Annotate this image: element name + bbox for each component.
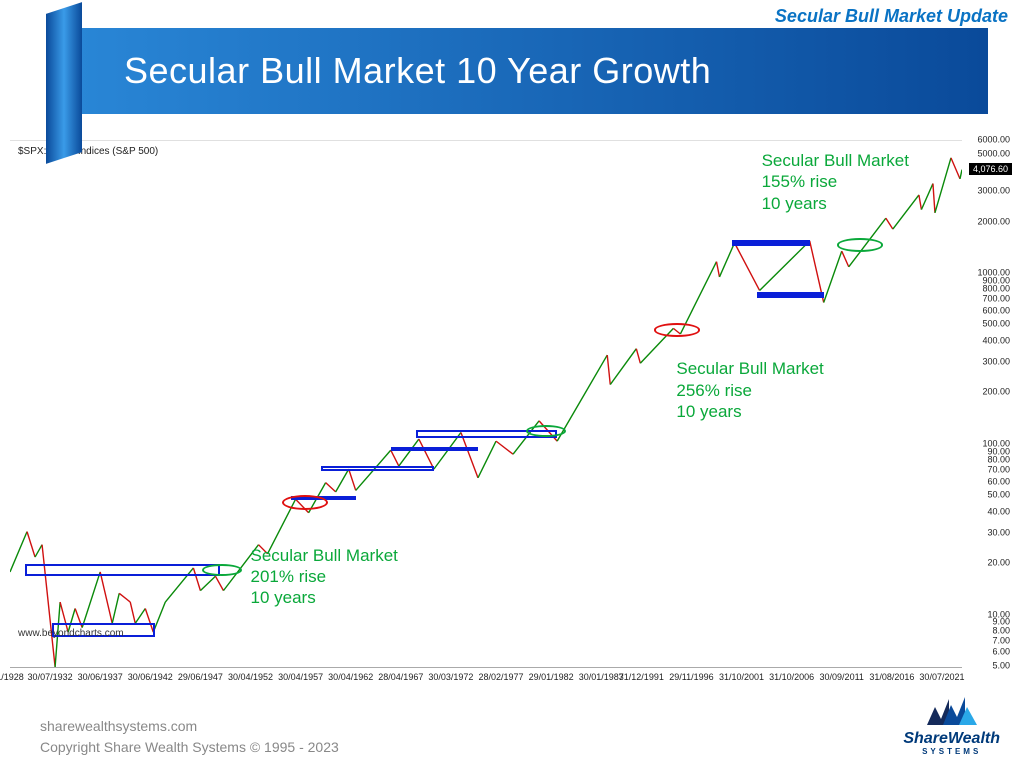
y-tick-label: 20.00 <box>987 559 1010 568</box>
logo-subtext: SYSTEMS <box>903 747 1000 756</box>
y-axis: 6000.005000.003000.002000.001000.00900.0… <box>962 140 1014 668</box>
x-tick-label: 31/10/2001 <box>719 672 764 682</box>
y-tick-label: 300.00 <box>982 358 1010 367</box>
y-tick-label: 6.00 <box>992 648 1010 657</box>
x-tick-label: 28/02/1977 <box>479 672 524 682</box>
x-tick-label: 30/04/1962 <box>328 672 373 682</box>
y-tick-label: 2000.00 <box>977 217 1010 226</box>
y-tick-label: 500.00 <box>982 320 1010 329</box>
consolidation-box <box>25 564 220 576</box>
y-tick-label: 5000.00 <box>977 149 1010 158</box>
y-tick-label: 7.00 <box>992 637 1010 646</box>
x-tick-label: 29/11/1996 <box>669 672 713 682</box>
plot: Secular Bull Market201% rise10 years Secu… <box>10 140 962 668</box>
x-tick-label: 31/08/2016 <box>869 672 914 682</box>
x-tick-label: 30/04/1952 <box>228 672 273 682</box>
y-tick-label: 700.00 <box>982 295 1010 304</box>
page-title: Secular Bull Market 10 Year Growth <box>46 28 988 114</box>
consolidation-box <box>732 240 810 246</box>
y-tick-label: 80.00 <box>987 456 1010 465</box>
current-price-badge: 4,076.60 <box>969 163 1012 175</box>
x-tick-label: 30/09/2011 <box>820 672 864 682</box>
breakout-marker <box>654 323 700 336</box>
x-tick-label: 30/06/1937 <box>78 672 123 682</box>
consolidation-box <box>321 466 434 471</box>
x-tick-label: 31/10/2006 <box>769 672 814 682</box>
y-tick-label: 5.00 <box>992 662 1010 671</box>
chart-annotation: Secular Bull Market201% rise10 years <box>251 545 398 609</box>
y-tick-label: 200.00 <box>982 388 1010 397</box>
title-bar: Secular Bull Market 10 Year Growth <box>0 28 988 114</box>
footer: sharewealthsystems.com Copyright Share W… <box>40 716 339 758</box>
x-tick-label: 28/04/1967 <box>378 672 423 682</box>
x-tick-label: 30/04/1957 <box>278 672 323 682</box>
chart-area: $SPX: World Indices (S&P 500) Secular Bu… <box>10 140 1014 694</box>
ribbon-accent <box>46 2 82 164</box>
logo-text: ShareWealth <box>903 731 1000 747</box>
chart-watermark: www.beyondcharts.com <box>18 628 124 639</box>
y-tick-label: 40.00 <box>987 507 1010 516</box>
y-tick-label: 6000.00 <box>977 136 1010 145</box>
consolidation-box <box>757 292 824 298</box>
chart-annotation: Secular Bull Market256% rise10 years <box>676 358 823 422</box>
chart-annotation: Secular Bull Market155% rise10 years <box>762 150 909 214</box>
y-tick-label: 600.00 <box>982 306 1010 315</box>
y-tick-label: 50.00 <box>987 491 1010 500</box>
x-tick-label: 29/01/1982 <box>529 672 574 682</box>
y-tick-label: 30.00 <box>987 529 1010 538</box>
footer-copyright: Copyright Share Wealth Systems © 1995 - … <box>40 737 339 758</box>
breakout-marker <box>837 238 883 251</box>
footer-site: sharewealthsystems.com <box>40 716 339 737</box>
x-tick-label: 31/12/1991 <box>619 672 664 682</box>
x-tick-label: 30/03/1972 <box>428 672 473 682</box>
x-tick-label: 30/01/1987 <box>579 672 624 682</box>
y-tick-label: 400.00 <box>982 336 1010 345</box>
x-tick-label: 30/07/2021 <box>919 672 964 682</box>
x-tick-label: 30/07/1932 <box>28 672 73 682</box>
y-tick-label: 3000.00 <box>977 187 1010 196</box>
logo-mark-icon <box>925 695 979 731</box>
x-tick-label: 29/06/1947 <box>178 672 223 682</box>
y-tick-label: 8.00 <box>992 627 1010 636</box>
y-tick-label: 70.00 <box>987 466 1010 475</box>
brand-logo: ShareWealth SYSTEMS <box>903 695 1000 756</box>
breakout-marker <box>282 495 328 510</box>
y-tick-label: 60.00 <box>987 477 1010 486</box>
x-tick-label: 30/06/1942 <box>128 672 173 682</box>
x-tick-label: 1/1928 <box>0 672 24 682</box>
consolidation-box <box>391 447 478 451</box>
x-axis: 1/192830/07/193230/06/193730/06/194229/0… <box>10 668 962 694</box>
breakout-marker <box>202 564 242 576</box>
header-sublabel: Secular Bull Market Update <box>775 6 1008 27</box>
y-tick-label: 800.00 <box>982 285 1010 294</box>
